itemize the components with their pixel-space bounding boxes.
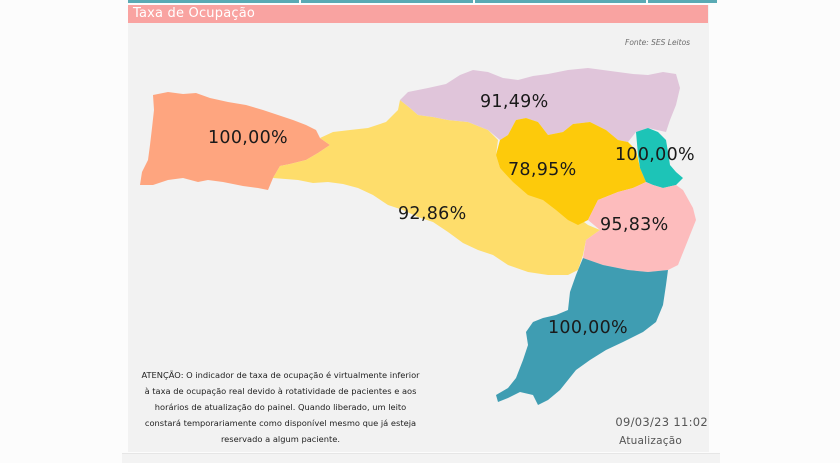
tab-indicator[interactable] — [474, 0, 647, 3]
region-label-vale-itajai: 78,95% — [508, 160, 577, 180]
region-label-planalto-norte: 91,49% — [480, 92, 549, 112]
update-label: Atualização — [619, 435, 682, 447]
tab-indicator[interactable] — [648, 0, 717, 3]
region-label-meio-oeste-serra: 92,86% — [398, 204, 467, 224]
region-planalto-norte[interactable] — [400, 68, 680, 142]
region-foz-itajai[interactable] — [636, 128, 683, 188]
tab-indicator[interactable] — [301, 0, 473, 3]
divider — [122, 453, 720, 454]
region-sul[interactable] — [496, 258, 668, 405]
update-timestamp: 09/03/23 11:02 — [615, 415, 708, 429]
data-source-label: Fonte: SES Leitos — [625, 38, 691, 47]
occupancy-panel: Taxa de Ocupação Fonte: SES Leitos 100,0… — [128, 5, 709, 452]
top-tab-bar — [128, 0, 717, 3]
region-label-sul: 100,00% — [548, 318, 628, 338]
region-label-grande-florianopolis: 95,83% — [600, 215, 669, 235]
region-grande-florianopolis[interactable] — [583, 182, 696, 272]
region-label-foz-itajai: 100,00% — [615, 145, 695, 165]
panel-header: Taxa de Ocupação — [128, 5, 708, 23]
panel-title: Taxa de Ocupação — [133, 6, 256, 21]
bottom-strip — [122, 454, 720, 463]
region-label-extremo-oeste: 100,00% — [208, 128, 288, 148]
tab-indicator[interactable] — [128, 0, 300, 3]
santa-catarina-map — [140, 68, 696, 405]
region-vale-itajai[interactable] — [496, 118, 646, 225]
region-meio-oeste-serra[interactable] — [273, 100, 600, 275]
attention-notice: ATENÇÃO: O indicador de taxa de ocupação… — [141, 370, 420, 444]
